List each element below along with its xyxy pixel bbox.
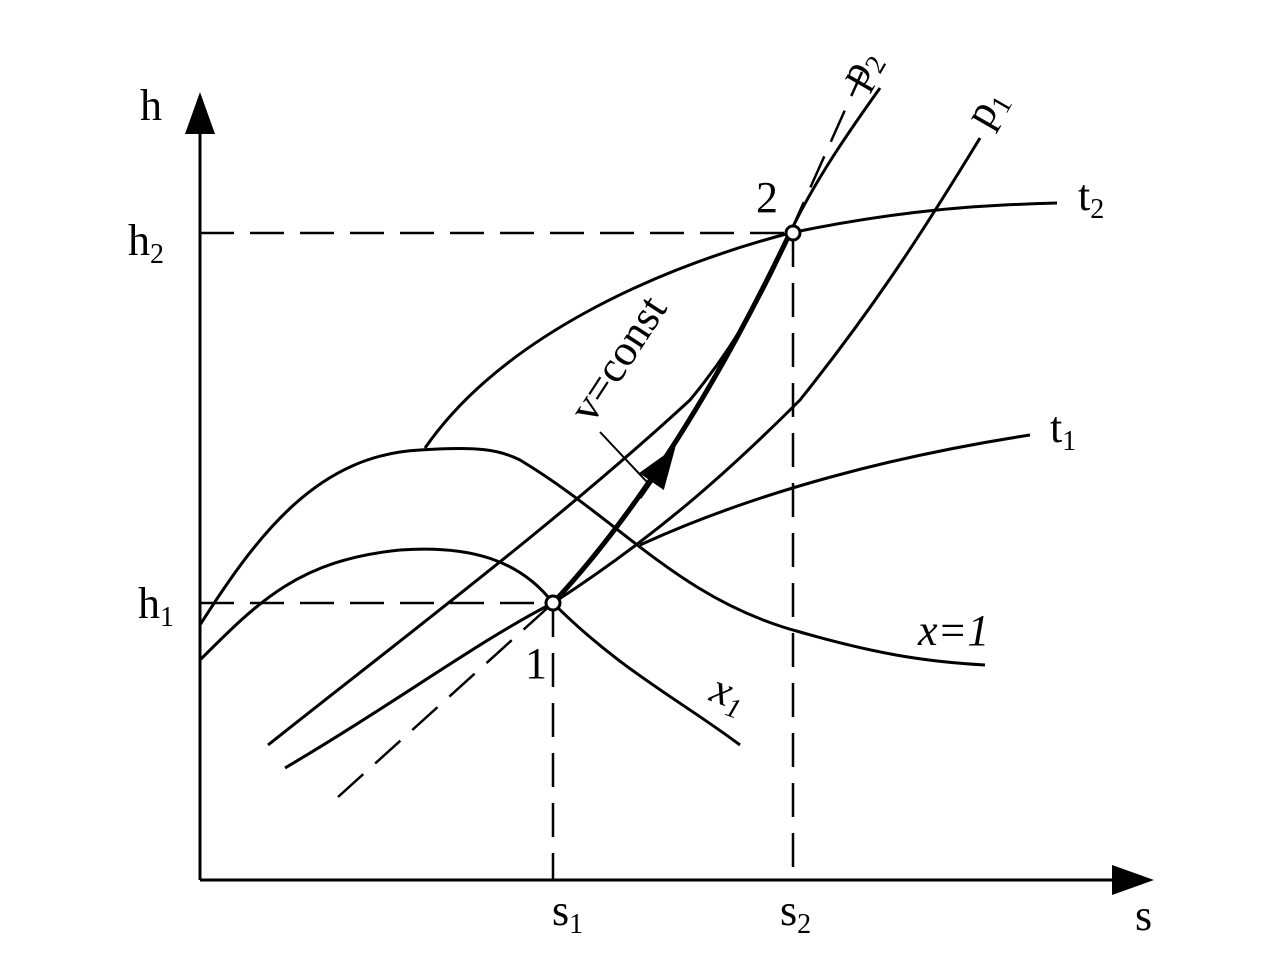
curve-label: x1 bbox=[702, 663, 753, 726]
axis-label: h bbox=[140, 81, 162, 130]
p1-curve bbox=[284, 137, 982, 770]
point-label: 1 bbox=[525, 639, 547, 688]
v-const-extension bbox=[337, 602, 554, 798]
level-label: s1 bbox=[552, 886, 583, 940]
x-1-curve bbox=[198, 446, 986, 667]
level-label: h1 bbox=[138, 579, 174, 633]
curve-label: t1 bbox=[1050, 403, 1076, 457]
curve-label: p1 bbox=[954, 79, 1019, 137]
point-label: 2 bbox=[756, 173, 778, 222]
state-point bbox=[784, 224, 802, 242]
x1-curve bbox=[198, 547, 741, 747]
level-label: h2 bbox=[128, 216, 164, 270]
v-const-extension bbox=[788, 71, 864, 234]
curve-label: x=1 bbox=[917, 606, 989, 655]
guide-1 bbox=[200, 601, 555, 880]
p2-curve bbox=[267, 87, 882, 747]
curve-label: p2 bbox=[828, 39, 893, 97]
leader-line bbox=[599, 431, 648, 483]
state-point bbox=[544, 594, 562, 612]
guide-2 bbox=[200, 231, 795, 880]
v-const-process bbox=[551, 231, 793, 605]
level-label: s2 bbox=[780, 886, 811, 940]
axis-label: s bbox=[1135, 891, 1152, 940]
curve-label: v=const bbox=[559, 287, 676, 431]
process-arrow bbox=[638, 447, 676, 499]
t1-curve bbox=[639, 433, 1031, 547]
curve-label: t2 bbox=[1078, 171, 1104, 225]
t2-curve bbox=[423, 201, 1058, 449]
